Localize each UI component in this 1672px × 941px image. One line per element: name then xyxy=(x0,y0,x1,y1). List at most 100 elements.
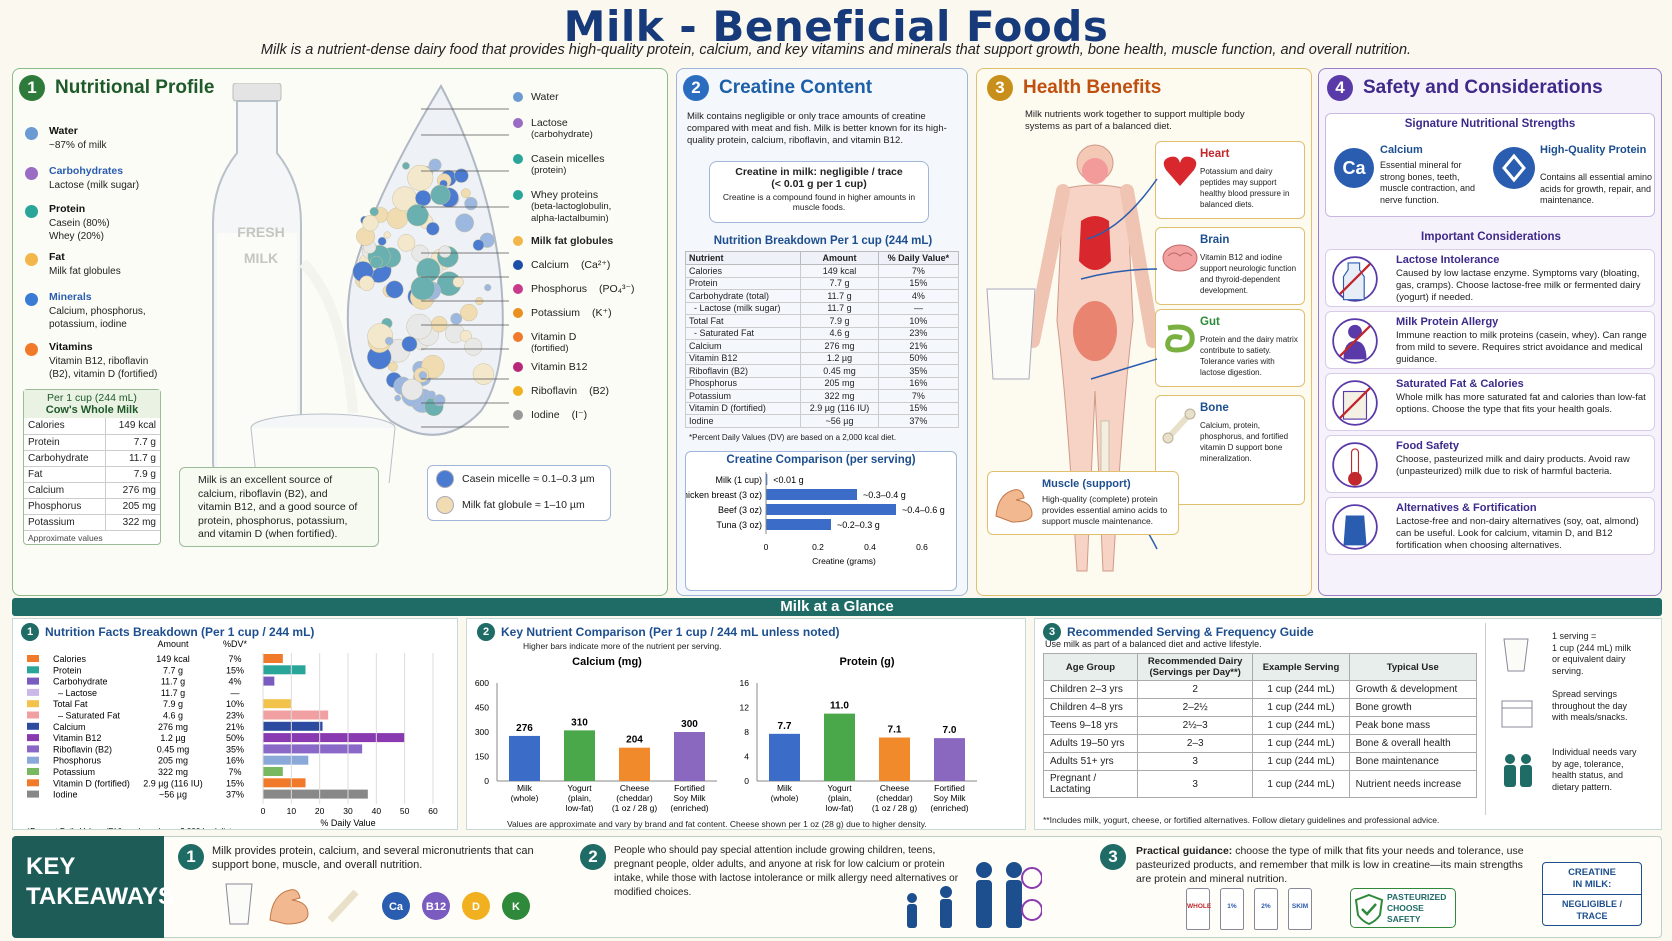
nutrient-desc: ~87% of milk xyxy=(49,140,107,151)
legend-swatch xyxy=(27,700,39,708)
dv-bar-chart: Amount %DV* Calories 149 kcal 7% Protein 7.7 g… xyxy=(27,639,438,829)
component-name: Riboflavin (B2) xyxy=(531,385,609,397)
nutrient-dot-icon xyxy=(25,343,38,356)
creatine-badge-value: NEGLIGIBLE / TRACE xyxy=(1561,899,1622,921)
comp-title: Creatine Comparison (per serving) xyxy=(726,454,916,466)
table-cell: 10% xyxy=(877,314,960,328)
dv-value: 50% xyxy=(226,733,244,743)
takeaways-title: KEY TAKEAWAYS xyxy=(12,836,174,938)
comparison-subtitle: Higher bars indicate more of the nutrien… xyxy=(523,641,722,651)
nutrient-name: Water xyxy=(49,125,78,137)
muscle-title: Muscle (support) xyxy=(1042,478,1131,490)
comparison-bar xyxy=(619,747,650,781)
molecule-dot xyxy=(406,313,433,340)
component-sub: (B2) xyxy=(589,385,609,397)
bottle-label: FRESH MILK xyxy=(237,224,285,266)
takeaway-2-number: 2 xyxy=(580,844,606,870)
creatine-badge: CREATINE IN MILK: NEGLIGIBLE / TRACE xyxy=(1542,862,1642,926)
benefit-card: Gut Protein and the dairy matrix contribu… xyxy=(1155,309,1305,387)
dv-value: 15% xyxy=(226,665,244,675)
breakdown-title: Nutrition Breakdown Per 1 cup (244 mL) xyxy=(713,235,933,247)
bar-value-label: 276 xyxy=(516,723,533,734)
card-row: Carbohydrate 11.7 g xyxy=(24,450,160,467)
x-tick-label: 10 xyxy=(287,806,297,816)
nutrient-label: Riboflavin (B2) xyxy=(53,744,112,754)
serving-subtitle: Use milk as part of a balanced diet and … xyxy=(1045,639,1262,649)
section-heading: 1 Nutrition Facts Breakdown (Per 1 cup /… xyxy=(21,623,314,641)
nutrient-label: Iodine xyxy=(53,790,78,800)
component-dot-icon xyxy=(513,154,523,164)
molecule-dot xyxy=(397,234,416,252)
nutrient-desc: Milk fat globules xyxy=(49,266,121,277)
card-value: 205 mg xyxy=(105,498,160,515)
component-sub: (Ca²⁺) xyxy=(580,259,611,271)
table-cell: Calcium xyxy=(684,339,802,353)
molecule-dot xyxy=(418,371,428,380)
carton-label: 1% xyxy=(1227,903,1237,910)
molecule-dots xyxy=(352,158,495,417)
glance-banner: Milk at a Glance xyxy=(12,598,1662,616)
table-header: Nutrient Amount% Daily Value* xyxy=(684,251,960,265)
dv-bar xyxy=(263,755,309,765)
section-heading: 2 Key Nutrient Comparison (Per 1 cup / 2… xyxy=(477,623,840,641)
component-title: Vitamin B12 xyxy=(531,361,588,373)
nutrient-badge-label: Ca xyxy=(389,901,404,913)
creatine-bar xyxy=(766,519,831,530)
nutrient-comparison-charts: Calcium (mg) 0 150 300 450 600 276 Milk (whole) 3… xyxy=(475,656,977,813)
y-tick-label: 450 xyxy=(475,703,489,713)
molecule-dot xyxy=(387,361,398,372)
bar-label: Milk (1 cup) xyxy=(715,475,762,485)
x-tick-label: 0.2 xyxy=(812,542,824,552)
molecule-dot xyxy=(383,231,391,239)
table-cell: 1 cup (244 mL) xyxy=(1252,770,1350,798)
nutrient-name: Protein xyxy=(49,203,86,215)
component-title: Iodine xyxy=(531,409,560,421)
nutrient-desc: Lactose (milk sugar) xyxy=(49,180,140,191)
dv-header: %DV* xyxy=(223,639,248,649)
bar-value-label: <0.01 g xyxy=(773,475,803,485)
molecule-dot xyxy=(460,303,478,322)
consideration-title: Lactose Intolerance xyxy=(1396,254,1500,266)
benefit-desc: Calcium, protein, phosphorus, and fortif… xyxy=(1200,421,1289,463)
bar-value-label: ~0.4–0.6 g xyxy=(902,505,945,515)
component-title: Vitamin D xyxy=(531,331,577,343)
component-title: Casein micelles xyxy=(531,153,605,165)
section-title: Safety and Considerations xyxy=(1363,77,1603,98)
nutrient-badge-icon xyxy=(422,892,450,920)
serving-guide-section: 3 Recommended Serving & Frequency Guide … xyxy=(1034,618,1662,830)
nutrition-facts-section: 1 Nutrition Facts Breakdown (Per 1 cup /… xyxy=(12,618,458,830)
table-cell: 1 cup (244 mL) xyxy=(1252,734,1350,753)
table-cell: 2.9 µg (116 IU) xyxy=(800,401,879,415)
table-cell: Bone maintenance xyxy=(1348,752,1478,771)
legend-swatch xyxy=(27,688,39,696)
protein-title: High-Quality Protein xyxy=(1540,144,1647,156)
sig-title: Signature Nutritional Strengths xyxy=(1404,118,1576,130)
creatine-bar xyxy=(766,504,896,515)
important-title: Important Considerations xyxy=(1421,231,1561,243)
category-label: Milk (whole) xyxy=(511,783,539,803)
component-sub: (beta-lactoglobulin, alpha-lactalbumin) xyxy=(531,201,612,224)
consideration-desc: Lactose-free and non-dairy alternatives … xyxy=(1396,516,1639,551)
table-cell: 205 mg xyxy=(800,376,879,390)
card-header: Per 1 cup (244 mL) Cow's Whole Milk xyxy=(24,390,160,418)
benefit-title: Gut xyxy=(1200,316,1220,328)
table-row: Calcium 276 mg 21% xyxy=(684,339,960,353)
section-heading: 3 Recommended Serving & Frequency Guide xyxy=(1043,623,1314,641)
carton-label: WHOLE xyxy=(1187,903,1212,910)
table-cell: Bone & overall health xyxy=(1348,734,1478,753)
table-row: Children 2–3 yrs 2 1 cup (244 mL) Growth & … xyxy=(1043,680,1478,699)
nutrient-label: Vitamin B12 xyxy=(53,733,101,743)
people-icon xyxy=(1504,754,1532,787)
safety-panel: 4 Safety and Considerations Signature Nu… xyxy=(1318,68,1662,596)
nutrient-label: – Lactose xyxy=(53,688,97,698)
component-name: Vitamin B12 xyxy=(531,361,587,373)
nutrient-badge-label: K xyxy=(512,901,520,913)
particle-icon xyxy=(436,496,454,514)
component-title: Whey proteins xyxy=(531,189,599,201)
creatine-intro: Milk contains negligible or only trace a… xyxy=(687,111,947,146)
table-cell: 322 mg xyxy=(800,389,879,403)
component-title: Riboflavin xyxy=(531,385,578,397)
card-value: 276 mg xyxy=(105,482,160,499)
callout-sub: (< 0.01 g per 1 cup) xyxy=(771,178,867,190)
section-number: 2 xyxy=(477,623,495,641)
